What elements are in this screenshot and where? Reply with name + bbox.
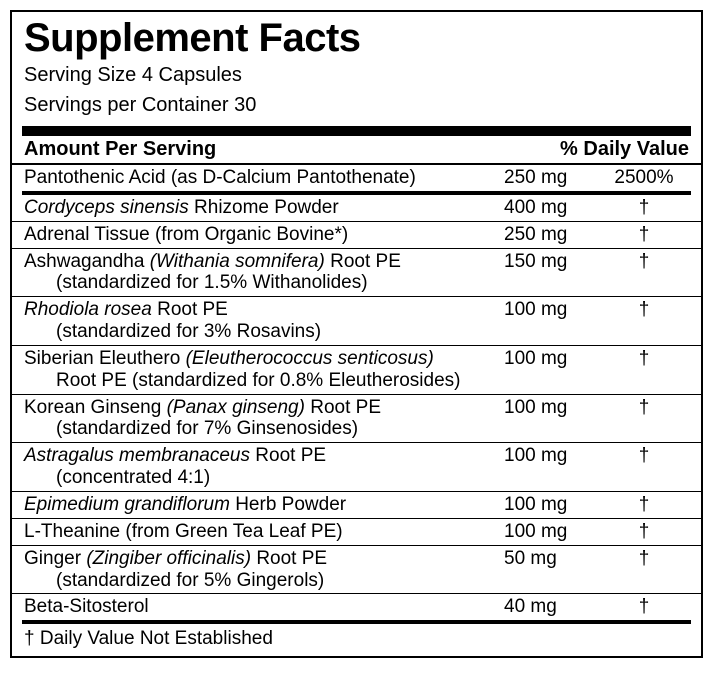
ingredient-name: Rhodiola rosea Root PE(standardized for …	[24, 299, 504, 343]
ingredient-name: Ginger (Zingiber officinalis) Root PE(st…	[24, 548, 504, 592]
ingredient-amount: 100 mg	[504, 397, 599, 419]
ingredient-dv: †	[599, 494, 689, 516]
ingredient-dv: †	[599, 548, 689, 570]
ingredient-amount: 100 mg	[504, 521, 599, 543]
column-header-amount: Amount Per Serving	[24, 138, 529, 161]
ingredient-dv: †	[599, 299, 689, 321]
ingredient-name: Pantothenic Acid (as D-Calcium Pantothen…	[24, 167, 504, 189]
ingredient-amount: 250 mg	[504, 224, 599, 246]
table-row: Cordyceps sinensis Rhizome Powder400 mg†	[12, 195, 701, 222]
ingredient-dv: †	[599, 397, 689, 419]
table-row: Ginger (Zingiber officinalis) Root PE(st…	[12, 546, 701, 595]
ingredient-name: L-Theanine (from Green Tea Leaf PE)	[24, 521, 504, 543]
column-header-row: Amount Per Serving % Daily Value	[12, 136, 701, 165]
ingredient-name: Korean Ginseng (Panax ginseng) Root PE(s…	[24, 397, 504, 441]
ingredient-name: Beta-Sitosterol	[24, 596, 504, 618]
table-row: Beta-Sitosterol40 mg†	[12, 594, 701, 620]
supplement-facts-panel: Supplement Facts Serving Size 4 Capsules…	[10, 10, 703, 658]
ingredient-dv: †	[599, 251, 689, 273]
table-row: Epimedium grandiflorum Herb Powder100 mg…	[12, 492, 701, 519]
header: Supplement Facts Serving Size 4 Capsules…	[12, 12, 701, 122]
ingredient-dv: †	[599, 197, 689, 219]
ingredient-amount: 100 mg	[504, 299, 599, 321]
table-row: Rhodiola rosea Root PE(standardized for …	[12, 297, 701, 346]
ingredient-name: Ashwagandha (Withania somnifera) Root PE…	[24, 251, 504, 295]
ingredient-name: Cordyceps sinensis Rhizome Powder	[24, 197, 504, 219]
ingredient-amount: 250 mg	[504, 167, 599, 189]
table-row: L-Theanine (from Green Tea Leaf PE)100 m…	[12, 519, 701, 546]
ingredient-dv: †	[599, 224, 689, 246]
table-row: Pantothenic Acid (as D-Calcium Pantothen…	[12, 165, 701, 191]
ingredient-rows-top: Pantothenic Acid (as D-Calcium Pantothen…	[12, 165, 701, 191]
ingredient-amount: 100 mg	[504, 494, 599, 516]
ingredient-amount: 150 mg	[504, 251, 599, 273]
ingredient-name: Astragalus membranaceus Root PE(concentr…	[24, 445, 504, 489]
ingredient-name: Adrenal Tissue (from Organic Bovine*)	[24, 224, 504, 246]
ingredient-dv: †	[599, 445, 689, 467]
column-header-dv: % Daily Value	[529, 138, 689, 161]
ingredient-dv: †	[599, 521, 689, 543]
ingredient-amount: 40 mg	[504, 596, 599, 618]
ingredient-dv: 2500%	[599, 167, 689, 189]
table-row: Siberian Eleuthero (Eleutherococcus sent…	[12, 346, 701, 395]
ingredient-amount: 50 mg	[504, 548, 599, 570]
table-row: Korean Ginseng (Panax ginseng) Root PE(s…	[12, 395, 701, 444]
ingredient-dv: †	[599, 596, 689, 618]
serving-size: Serving Size 4 Capsules	[24, 62, 689, 88]
thick-divider	[22, 126, 691, 136]
servings-per-container: Servings per Container 30	[24, 92, 689, 118]
ingredient-amount: 100 mg	[504, 445, 599, 467]
panel-title: Supplement Facts	[24, 18, 689, 58]
footnote: † Daily Value Not Established	[12, 624, 701, 656]
ingredient-rows-bottom: Cordyceps sinensis Rhizome Powder400 mg†…	[12, 195, 701, 620]
ingredient-amount: 400 mg	[504, 197, 599, 219]
ingredient-name: Epimedium grandiflorum Herb Powder	[24, 494, 504, 516]
table-row: Ashwagandha (Withania somnifera) Root PE…	[12, 249, 701, 298]
ingredient-dv: †	[599, 348, 689, 370]
table-row: Astragalus membranaceus Root PE(concentr…	[12, 443, 701, 492]
table-row: Adrenal Tissue (from Organic Bovine*)250…	[12, 222, 701, 249]
ingredient-name: Siberian Eleuthero (Eleutherococcus sent…	[24, 348, 504, 392]
ingredient-amount: 100 mg	[504, 348, 599, 370]
